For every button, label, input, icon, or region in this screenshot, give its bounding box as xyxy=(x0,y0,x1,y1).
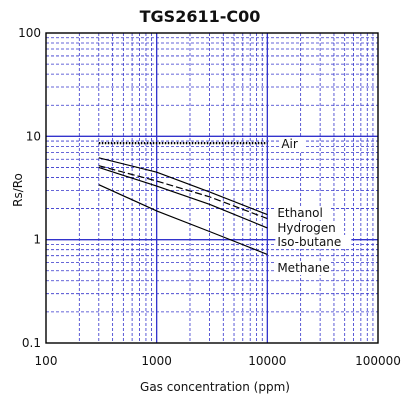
x-tick-label: 100 xyxy=(35,354,58,368)
plot-frame xyxy=(45,32,379,344)
series-line-hydrogen xyxy=(98,165,268,220)
series-label-iso-butane: Iso-butane xyxy=(277,235,341,249)
y-tick-label: 10 xyxy=(26,129,41,143)
series-label-bg xyxy=(275,235,352,249)
series-label-bg xyxy=(279,137,305,152)
x-axis-label: Gas concentration (ppm) xyxy=(140,380,290,394)
series-label-bg xyxy=(275,206,330,220)
x-tick-label: 1000 xyxy=(141,354,172,368)
series-label-hydrogen: Hydrogen xyxy=(277,221,335,235)
y-axis-label: Rs/Ro xyxy=(11,173,25,207)
series-label-bg xyxy=(275,261,330,275)
x-tick-label: 10000 xyxy=(248,354,286,368)
y-tick-label: 1 xyxy=(33,233,41,247)
series-line-iso-butane xyxy=(98,166,268,229)
x-tick-label: 100000 xyxy=(355,354,401,368)
y-tick-label: 0.1 xyxy=(22,336,41,350)
plot-border xyxy=(45,32,379,344)
y-tick-label: 100 xyxy=(18,26,41,40)
series-label-bg xyxy=(275,221,337,235)
series-line-methane xyxy=(98,184,268,255)
grid-lines xyxy=(46,33,378,343)
series-label-air: Air xyxy=(281,137,298,151)
tick-labels: 100 1000 10000 100000 0.1 1 10 100 xyxy=(18,26,401,368)
series-label-ethanol: Ethanol xyxy=(277,206,323,220)
series-label-methane: Methane xyxy=(277,261,329,275)
series-line-ethanol xyxy=(98,157,268,216)
chart-title: TGS2611-C00 xyxy=(140,7,261,26)
series-lines xyxy=(98,142,268,255)
